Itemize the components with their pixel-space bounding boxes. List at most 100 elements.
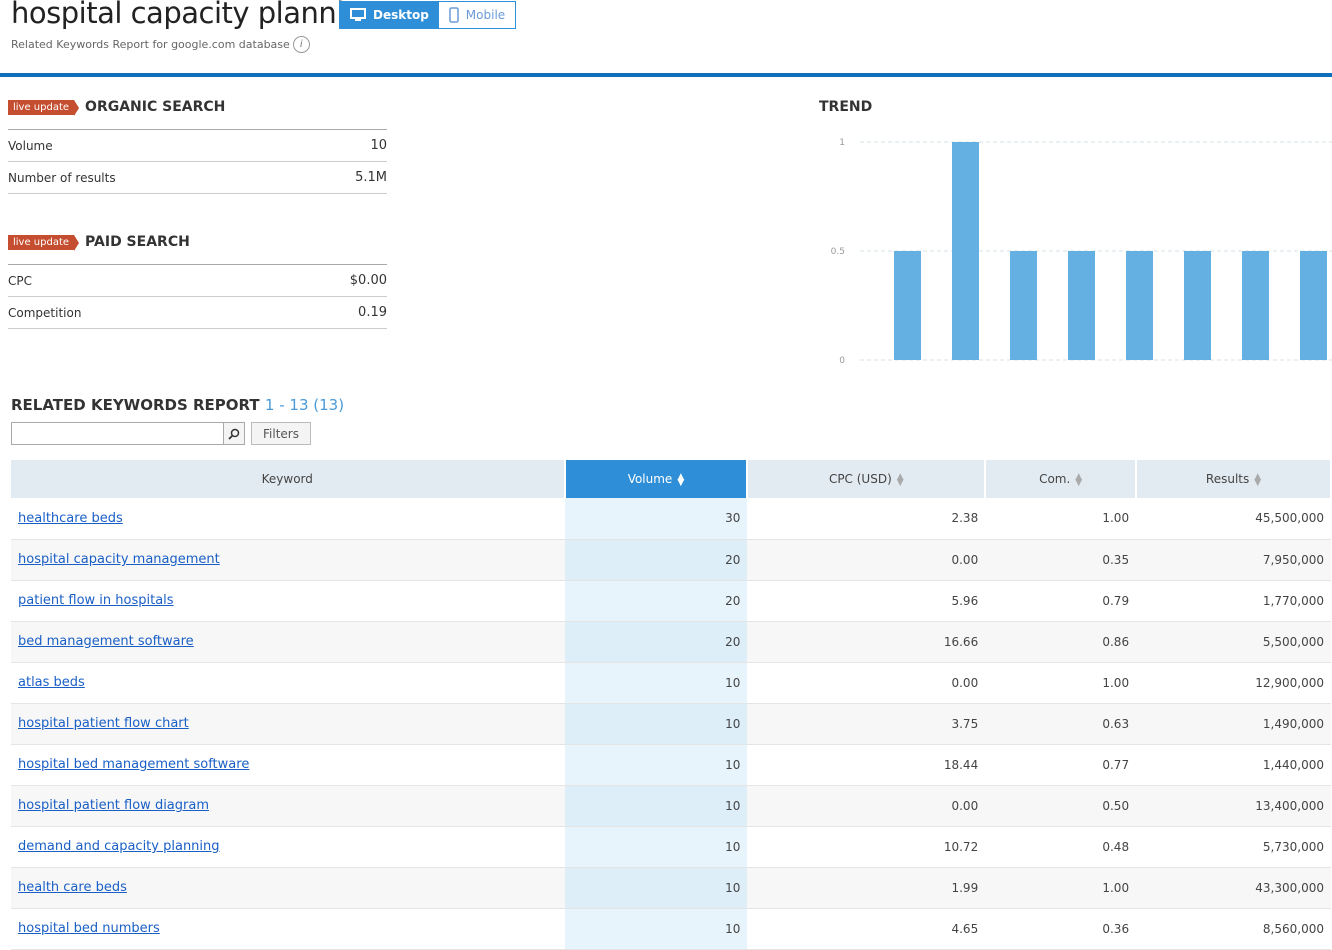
cpc-cell: 16.66 xyxy=(747,621,986,663)
keyword-link[interactable]: hospital patient flow chart xyxy=(18,716,189,731)
section-title: ORGANIC SEARCH xyxy=(85,99,226,115)
cpc-cell: 1.99 xyxy=(747,867,986,909)
competition-cell: 0.50 xyxy=(985,785,1137,827)
table-row: healthcare beds 30 2.38 1.00 45,500,000 xyxy=(11,498,1331,540)
competition-cell: 1.00 xyxy=(985,867,1137,909)
table-row: demand and capacity planning 10 10.72 0.48 5… xyxy=(11,826,1331,868)
column-header-results[interactable]: Results ▲ ▼ xyxy=(1136,460,1332,498)
keyword-cell: hospital patient flow chart xyxy=(11,703,565,745)
trend-bar[interactable] xyxy=(894,251,921,360)
keyword-link[interactable]: demand and capacity planning xyxy=(18,839,220,854)
volume-cell: 10 xyxy=(564,785,748,827)
volume-cell: 10 xyxy=(564,703,748,745)
cpc-cell: 3.75 xyxy=(747,703,986,745)
keyword-search-input[interactable] xyxy=(11,422,223,445)
metric-row: Volume 10 xyxy=(8,130,387,162)
search-box xyxy=(11,422,245,445)
live-update-badge: live update xyxy=(8,234,80,251)
cpc-cell: 0.00 xyxy=(747,539,986,581)
cpc-cell: 0.00 xyxy=(747,785,986,827)
table-row: patient flow in hospitals 20 5.96 0.79 1,770… xyxy=(11,580,1331,622)
desktop-button[interactable]: Desktop xyxy=(340,2,439,28)
volume-cell: 10 xyxy=(564,908,748,950)
metric-label: Volume xyxy=(8,138,53,153)
results-cell: 1,770,000 xyxy=(1136,580,1331,622)
volume-cell: 10 xyxy=(564,744,748,786)
column-label: Results xyxy=(1205,472,1250,486)
keyword-cell: demand and capacity planning xyxy=(11,826,565,868)
column-label: Keyword xyxy=(261,472,313,486)
results-cell: 1,490,000 xyxy=(1136,703,1331,745)
sort-icon[interactable]: ▲ ▼ xyxy=(896,471,904,488)
metric-value: 5.1M xyxy=(355,170,387,185)
competition-cell: 0.79 xyxy=(985,580,1137,622)
cpc-cell: 18.44 xyxy=(747,744,986,786)
keyword-cell: bed management software xyxy=(11,621,565,663)
keyword-link[interactable]: hospital bed numbers xyxy=(18,921,160,936)
trend-bar[interactable] xyxy=(1242,251,1269,360)
keyword-link[interactable]: bed management software xyxy=(18,634,194,649)
mobile-label: Mobile xyxy=(465,8,506,22)
keyword-link[interactable]: hospital bed management software xyxy=(18,757,250,772)
page-title: hospital capacity planning xyxy=(11,0,380,30)
table-row: bed management software 20 16.66 0.86 5,500,… xyxy=(11,621,1331,663)
desktop-label: Desktop xyxy=(373,8,429,22)
metric-label: CPC xyxy=(8,273,32,288)
trend-bar[interactable] xyxy=(1010,251,1037,360)
y-tick-label: 1 xyxy=(839,138,845,148)
keyword-cell: health care beds xyxy=(11,867,565,909)
sort-icon[interactable]: ▲ ▼ xyxy=(677,471,685,488)
sort-icon[interactable]: ▲ ▼ xyxy=(1254,471,1262,488)
results-cell: 5,500,000 xyxy=(1136,621,1331,663)
competition-cell: 0.63 xyxy=(985,703,1137,745)
column-header-volume[interactable]: Volume ▲ ▼ xyxy=(564,460,749,498)
keyword-link[interactable]: patient flow in hospitals xyxy=(18,593,174,608)
keyword-cell: patient flow in hospitals xyxy=(11,580,565,622)
competition-cell: 0.77 xyxy=(985,744,1137,786)
keyword-cell: hospital bed numbers xyxy=(11,908,565,950)
keyword-link[interactable]: atlas beds xyxy=(18,675,85,690)
subtitle-text: Related Keywords Report for google.com d… xyxy=(11,38,290,51)
volume-cell: 10 xyxy=(564,826,748,868)
column-header-keyword[interactable]: Keyword xyxy=(11,460,566,498)
cpc-cell: 4.65 xyxy=(747,908,986,950)
trend-bar[interactable] xyxy=(1068,251,1095,360)
competition-cell: 0.48 xyxy=(985,826,1137,868)
trend-bar[interactable] xyxy=(1126,251,1153,360)
competition-cell: 1.00 xyxy=(985,498,1137,540)
results-cell: 7,950,000 xyxy=(1136,539,1331,581)
keyword-link[interactable]: hospital capacity management xyxy=(18,552,220,567)
trend-bar[interactable] xyxy=(1300,251,1327,360)
table-row: health care beds 10 1.99 1.00 43,300,000 xyxy=(11,867,1331,909)
keyword-link[interactable]: hospital patient flow diagram xyxy=(18,798,209,813)
results-cell: 8,560,000 xyxy=(1136,908,1331,950)
keywords-table: Keyword Volume ▲ ▼ CPC (USD) ▲ ▼ Com. ▲ ▼ Results ▲… xyxy=(11,460,1332,950)
report-title-text: RELATED KEYWORDS REPORT xyxy=(11,396,260,414)
competition-cell: 0.35 xyxy=(985,539,1137,581)
sort-icon[interactable]: ▲ ▼ xyxy=(1075,471,1083,488)
trend-title: TREND xyxy=(819,99,873,115)
table-row: hospital capacity management 20 0.00 0.35 7,… xyxy=(11,539,1331,581)
mobile-button[interactable]: Mobile xyxy=(438,2,516,28)
filters-button[interactable]: Filters xyxy=(251,422,311,445)
volume-cell: 20 xyxy=(564,539,748,581)
trend-bar[interactable] xyxy=(952,142,979,360)
results-cell: 12,900,000 xyxy=(1136,662,1331,704)
info-icon[interactable]: i xyxy=(292,36,310,53)
section-title: PAID SEARCH xyxy=(85,234,190,250)
keyword-cell: hospital bed management software xyxy=(11,744,565,786)
volume-cell: 20 xyxy=(564,580,748,622)
keyword-link[interactable]: health care beds xyxy=(18,880,127,895)
volume-cell: 10 xyxy=(564,867,748,909)
column-label: Com. xyxy=(1039,472,1071,486)
table-row: hospital bed management software 10 18.44 0… xyxy=(11,744,1331,786)
y-tick-label: 0 xyxy=(839,356,845,366)
keyword-cell: hospital capacity management xyxy=(11,539,565,581)
column-header-com[interactable]: Com. ▲ ▼ xyxy=(985,460,1138,498)
trend-bar[interactable] xyxy=(1184,251,1211,360)
volume-cell: 20 xyxy=(564,621,748,663)
search-button[interactable] xyxy=(223,422,245,445)
keyword-link[interactable]: healthcare beds xyxy=(18,510,123,526)
column-header-cpc-usd[interactable]: CPC (USD) ▲ ▼ xyxy=(747,460,987,498)
table-row: atlas beds 10 0.00 1.00 12,900,000 xyxy=(11,662,1331,704)
